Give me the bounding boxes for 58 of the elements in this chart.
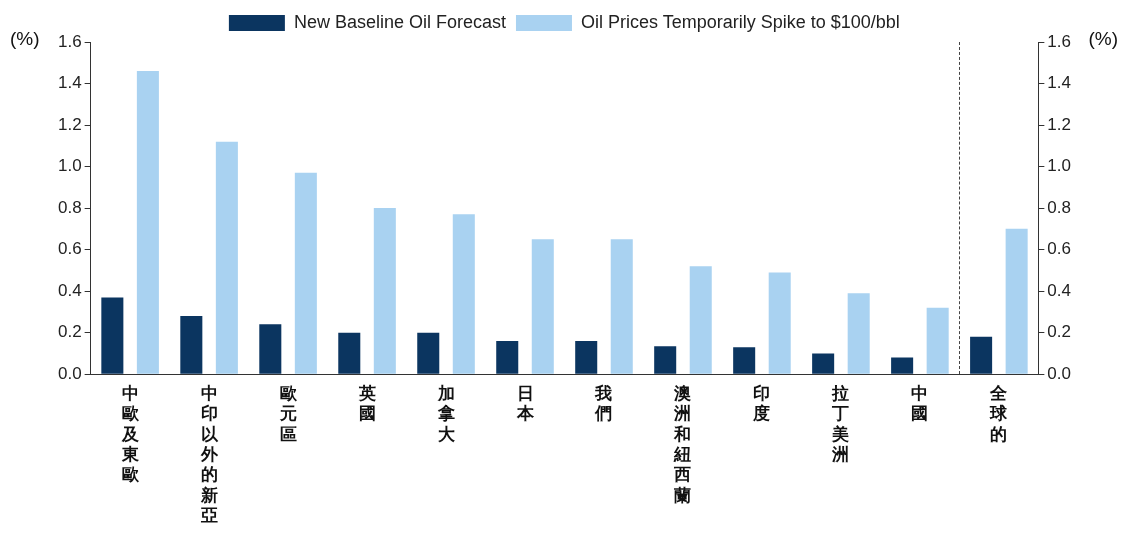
y2-tick-label: 0.4	[1047, 280, 1072, 300]
x-tick-label: 澳洲和紐西蘭	[673, 382, 692, 505]
y2-tick-label: 0.2	[1047, 322, 1072, 342]
x-tick-label: 中國	[911, 382, 929, 424]
bar	[417, 332, 440, 374]
x-tick-label: 我們	[594, 382, 613, 424]
y-tick-label: 1.0	[57, 156, 82, 176]
x-tick-label: 日本	[515, 382, 535, 424]
bar	[926, 307, 949, 374]
y2-tick-label: 0.6	[1047, 239, 1072, 259]
bar	[373, 208, 396, 374]
y2-tick-label: 0.8	[1047, 197, 1072, 217]
y-tick-label: 0.0	[57, 363, 82, 383]
legend-label: New Baseline Oil Forecast	[293, 11, 506, 32]
bar	[768, 272, 791, 374]
y-tick-label: 1.2	[57, 114, 82, 134]
bar	[812, 353, 835, 374]
y2-axis-title: (%)	[1088, 28, 1118, 50]
bar	[452, 214, 475, 374]
bar	[294, 172, 317, 374]
bar	[101, 297, 124, 374]
bar	[215, 141, 238, 374]
x-tick-label: 拉丁美洲	[831, 382, 850, 465]
bar	[970, 336, 993, 374]
y2-tick-label: 0.0	[1047, 363, 1072, 383]
y2-tick-label: 1.6	[1047, 31, 1072, 51]
y-tick-label: 1.6	[57, 31, 82, 51]
bar	[338, 332, 361, 374]
x-tick-label: 中印以外的新亞	[199, 382, 219, 526]
bar	[689, 266, 712, 374]
y-tick-label: 1.4	[57, 73, 82, 93]
bar	[610, 239, 633, 374]
x-tick-label: 中歐及東歐	[120, 382, 140, 485]
y-axis-title: (%)	[10, 28, 40, 50]
y2-tick-label: 1.4	[1047, 73, 1072, 93]
bar	[1005, 228, 1028, 374]
bar	[654, 346, 677, 374]
y2-tick-label: 1.2	[1047, 114, 1072, 134]
bar	[136, 71, 159, 374]
y-tick-label: 0.8	[57, 197, 82, 217]
x-tick-label: 歐元區	[278, 382, 298, 444]
bar	[891, 357, 914, 374]
bar	[496, 340, 519, 374]
y2-tick-label: 1.0	[1047, 156, 1072, 176]
bar	[733, 347, 756, 374]
bar	[531, 239, 554, 374]
x-tick-label: 英國	[357, 382, 376, 424]
bar	[259, 324, 282, 374]
bar	[575, 340, 598, 374]
x-tick-label: 印度	[752, 382, 771, 424]
bar	[847, 293, 870, 374]
x-tick-label: 全球的	[989, 382, 1009, 444]
y-tick-label: 0.4	[57, 280, 82, 300]
legend-label: Oil Prices Temporarily Spike to $100/bbl	[580, 11, 900, 32]
y-tick-label: 0.6	[57, 239, 82, 259]
x-tick-label: 加拿大	[436, 382, 456, 444]
y-tick-label: 0.2	[57, 322, 82, 342]
bar	[180, 316, 203, 374]
